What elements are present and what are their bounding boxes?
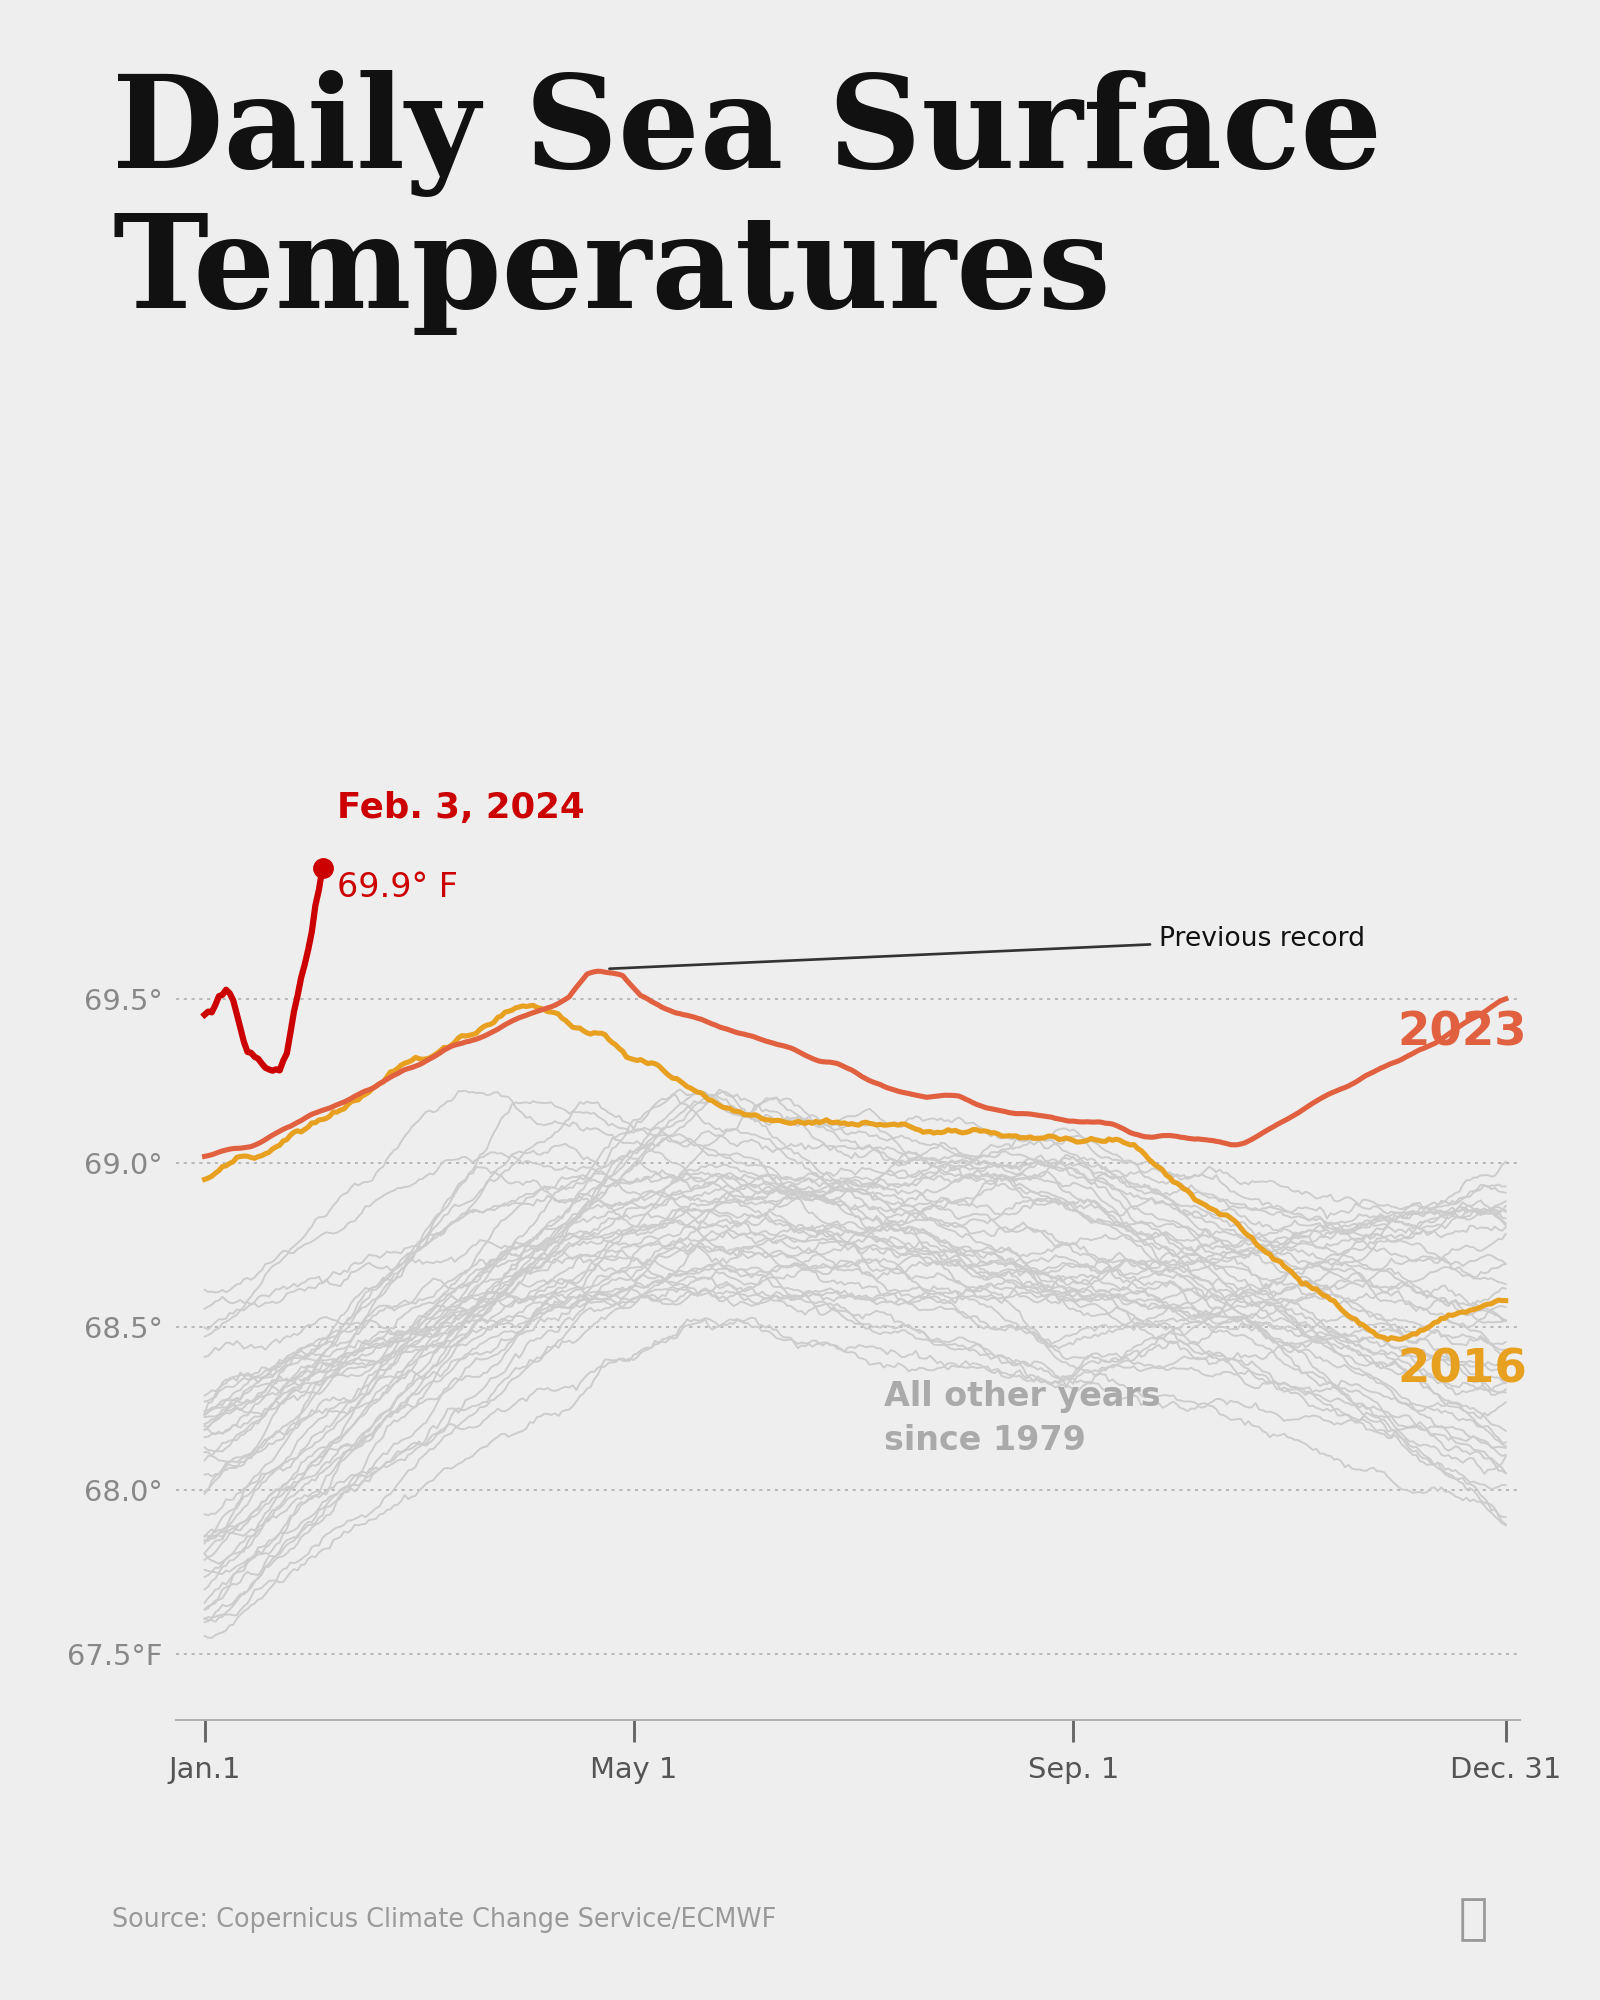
Text: 2016: 2016 <box>1397 1348 1526 1392</box>
Text: Daily Sea Surface: Daily Sea Surface <box>112 70 1382 198</box>
Text: Previous record: Previous record <box>610 926 1365 968</box>
Point <box>310 852 336 884</box>
Text: Source: Copernicus Climate Change Service/ECMWF: Source: Copernicus Climate Change Servic… <box>112 1908 776 1932</box>
Text: 69.9° F: 69.9° F <box>338 870 458 904</box>
Text: 2023: 2023 <box>1397 1010 1526 1056</box>
Text: All other years
since 1979: All other years since 1979 <box>883 1380 1160 1456</box>
Text: ℵ: ℵ <box>1459 1896 1488 1944</box>
Text: Temperatures: Temperatures <box>112 210 1110 334</box>
Text: Feb. 3, 2024: Feb. 3, 2024 <box>338 790 584 824</box>
